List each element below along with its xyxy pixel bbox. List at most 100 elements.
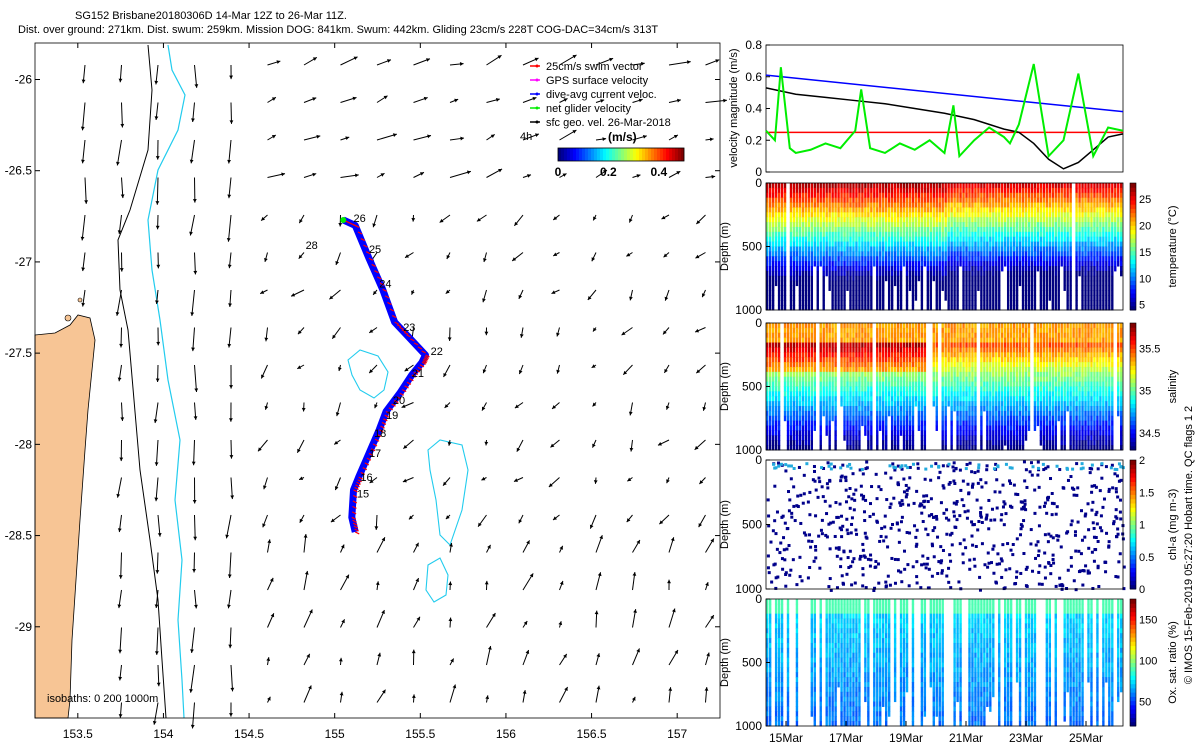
profile-cell [1018,212,1022,218]
profile-cell [935,270,938,277]
profile-cell [852,231,855,238]
profile-cell [905,226,909,233]
profile-cell [1015,217,1019,223]
profile-cell [1102,192,1105,199]
profile-cell [849,435,852,441]
profile-cell [846,241,849,247]
profile-cell [795,197,799,204]
profile-cell [831,183,834,189]
profile-cell [1045,300,1049,306]
profile-cell [977,285,980,291]
profile-cell [1066,290,1069,296]
profile-cell [905,207,909,213]
profile-cell [902,217,906,223]
profile-cell [819,192,822,199]
profile-cell [798,275,802,282]
profile-cell [899,183,903,189]
profile-cell [849,323,852,329]
profile-cell [1045,236,1049,243]
profile-cell [899,275,903,282]
profile-cell [1102,266,1105,272]
profile-cell [1117,197,1120,204]
profile-cell [1033,241,1037,247]
profile-cell [890,251,894,257]
profile-cell [786,337,790,344]
profile-cell [777,226,781,233]
profile-cell [1030,261,1034,267]
profile-cell [786,410,790,417]
profile-cell [858,183,861,189]
profile-cell [1096,212,1099,218]
profile-cell [1087,251,1090,257]
arrow-head [228,418,233,422]
profile-cell [879,401,882,407]
profile-cell [789,266,793,272]
profile-cell [855,217,858,223]
profile-cell [998,275,1001,282]
profile-cell [1054,192,1057,199]
profile-cell [947,241,950,247]
profile-cell [855,337,858,344]
profile-cell [783,270,787,277]
profile-cell [861,217,864,223]
profile-cell [1039,280,1043,287]
profile-cell [968,231,971,238]
profile-cell [843,280,846,287]
profile-cell [935,217,938,223]
profile-cell [783,217,787,223]
profile-cell [789,192,793,199]
profile-cell [840,332,843,339]
profile-cell [876,420,879,427]
profile-cell [938,192,941,199]
profile-cell [962,266,965,272]
profile-cell [834,327,837,334]
profile-cell [798,425,802,431]
arrow-head [81,267,86,272]
profile-cell [1084,231,1087,238]
profile-cell [1093,231,1096,238]
profile-cell [1114,246,1117,252]
profile-cell [1105,300,1108,306]
profile-cell [1024,231,1028,238]
profile-cell [1084,256,1087,262]
profile-cell [971,285,974,291]
geo-velocity-arrow [298,252,305,259]
profile-cell [1057,280,1060,287]
profile-cell [995,280,998,287]
profile-cell [911,256,915,262]
profile-cell [890,217,894,223]
profile-cell [867,362,870,368]
profile-cell [879,266,882,272]
profile-cell [950,236,953,243]
profile-cell [971,256,974,262]
profile-cell [941,280,944,287]
profile-cell [938,261,941,267]
profile-cell [911,300,915,306]
profile-cell [876,275,879,282]
profile-cell [971,251,974,257]
profile-cell [822,187,825,194]
profile-cell [941,222,944,228]
profile-cell [825,226,828,233]
profile-cell [962,285,965,291]
profile-cell [852,430,855,436]
profile-cell [798,406,802,412]
profile-cell [992,246,995,252]
profile-cell [798,410,802,417]
profile-cell [1060,246,1063,252]
eddy-contour [427,439,469,547]
profile-cell [852,202,855,208]
profile-cell [896,187,900,194]
profile-cell [846,342,849,348]
profile-cell [1066,285,1069,291]
profile-cell [914,231,918,238]
profile-cell [870,270,873,277]
profile-cell [846,352,849,358]
profile-cell [885,212,888,218]
profile-cell [828,357,831,363]
profile-cell [819,440,822,446]
profile-cell [1021,246,1025,252]
profile-cell [1024,187,1028,194]
profile-cell [801,266,805,272]
profile-cell [786,362,790,368]
